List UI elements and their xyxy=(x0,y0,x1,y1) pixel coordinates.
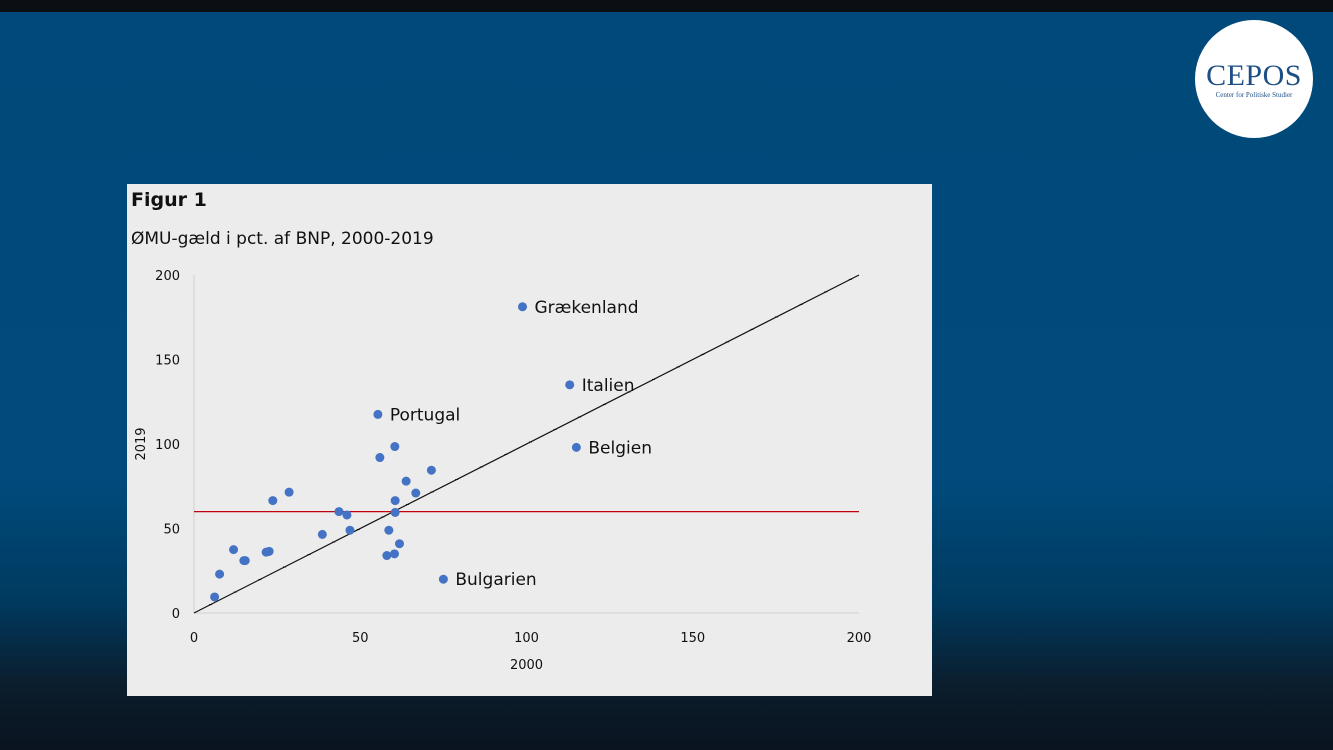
data-point xyxy=(284,487,294,497)
data-point xyxy=(264,546,274,556)
data-point xyxy=(210,592,220,602)
data-point xyxy=(342,510,352,520)
x-tick-label: 50 xyxy=(352,631,369,646)
data-point xyxy=(373,409,383,419)
data-point xyxy=(215,569,225,579)
point-label: Grækenland xyxy=(535,298,639,318)
data-point xyxy=(317,529,327,539)
y-tick-label: 150 xyxy=(155,354,180,369)
data-point xyxy=(240,556,250,566)
data-point xyxy=(401,476,411,486)
y-tick-label: 100 xyxy=(155,438,180,453)
data-point xyxy=(411,488,421,498)
x-tick-label: 200 xyxy=(847,631,872,646)
x-tick-label: 100 xyxy=(514,631,539,646)
x-tick-label: 150 xyxy=(680,631,705,646)
data-point xyxy=(518,302,528,312)
data-point xyxy=(571,442,581,452)
y-tick-label: 0 xyxy=(172,607,180,622)
top-bar xyxy=(0,0,1333,12)
data-point xyxy=(565,380,575,390)
cepos-logo: CEPOS Center for Politiske Studier xyxy=(1195,20,1313,138)
point-label: Belgien xyxy=(588,438,652,458)
data-point xyxy=(268,496,278,506)
figure-title: ØMU-gæld i pct. af BNP, 2000-2019 xyxy=(131,229,434,249)
y-tick-label: 200 xyxy=(155,269,180,284)
figure-label: Figur 1 xyxy=(131,189,207,211)
data-point xyxy=(229,545,239,555)
figure-panel: Figur 1 ØMU-gæld i pct. af BNP, 2000-201… xyxy=(127,184,932,696)
point-label: Portugal xyxy=(390,405,460,425)
data-point xyxy=(384,525,394,535)
data-point xyxy=(426,465,436,475)
y-axis-title: 2019 xyxy=(134,427,149,460)
data-point xyxy=(390,507,400,517)
y-tick-label: 50 xyxy=(163,523,180,538)
data-point xyxy=(382,551,392,561)
logo-subtitle: Center for Politiske Studier xyxy=(1215,90,1293,99)
x-tick-label: 0 xyxy=(190,631,198,646)
data-point xyxy=(334,507,344,517)
data-point xyxy=(390,442,400,452)
point-label: Italien xyxy=(582,376,635,396)
x-axis-title: 2000 xyxy=(510,658,543,673)
point-label: Bulgarien xyxy=(455,570,536,590)
data-point xyxy=(390,496,400,506)
diagonal-line xyxy=(193,274,860,614)
data-point xyxy=(394,539,404,549)
data-point xyxy=(345,525,355,535)
data-point xyxy=(375,453,385,463)
data-point xyxy=(389,549,399,559)
data-point xyxy=(438,574,448,584)
logo-name: CEPOS xyxy=(1206,58,1302,92)
